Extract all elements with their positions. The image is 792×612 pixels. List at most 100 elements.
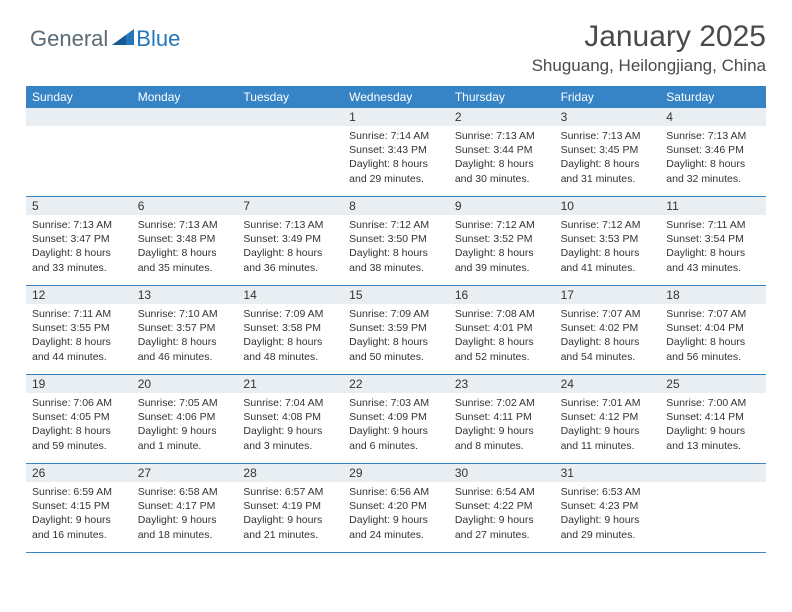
sunrise-text: Sunrise: 7:05 AM [138,396,232,410]
day-number: 13 [132,286,238,304]
day-number: 20 [132,375,238,393]
sunset-text: Sunset: 4:23 PM [561,499,655,513]
day-number [237,108,343,126]
daylight-text: Daylight: 9 hours and 21 minutes. [243,513,337,541]
day-cell: 19Sunrise: 7:06 AMSunset: 4:05 PMDayligh… [26,375,132,463]
daylight-text: Daylight: 8 hours and 30 minutes. [455,157,549,185]
day-details: Sunrise: 7:12 AMSunset: 3:50 PMDaylight:… [343,215,449,278]
week-row: 1Sunrise: 7:14 AMSunset: 3:43 PMDaylight… [26,108,766,197]
day-number: 25 [660,375,766,393]
daylight-text: Daylight: 8 hours and 54 minutes. [561,335,655,363]
sunrise-text: Sunrise: 7:10 AM [138,307,232,321]
sunrise-text: Sunrise: 7:04 AM [243,396,337,410]
sunrise-text: Sunrise: 7:13 AM [32,218,126,232]
daylight-text: Daylight: 9 hours and 24 minutes. [349,513,443,541]
sunset-text: Sunset: 4:19 PM [243,499,337,513]
day-cell: 16Sunrise: 7:08 AMSunset: 4:01 PMDayligh… [449,286,555,374]
sunset-text: Sunset: 3:55 PM [32,321,126,335]
sunrise-text: Sunrise: 7:02 AM [455,396,549,410]
day-cell: 24Sunrise: 7:01 AMSunset: 4:12 PMDayligh… [555,375,661,463]
logo-text-blue: Blue [136,26,180,52]
day-cell: 8Sunrise: 7:12 AMSunset: 3:50 PMDaylight… [343,197,449,285]
sunrise-text: Sunrise: 7:13 AM [455,129,549,143]
day-cell: 18Sunrise: 7:07 AMSunset: 4:04 PMDayligh… [660,286,766,374]
day-details: Sunrise: 7:00 AMSunset: 4:14 PMDaylight:… [660,393,766,456]
day-number: 27 [132,464,238,482]
day-details: Sunrise: 6:54 AMSunset: 4:22 PMDaylight:… [449,482,555,545]
day-details: Sunrise: 7:04 AMSunset: 4:08 PMDaylight:… [237,393,343,456]
daylight-text: Daylight: 9 hours and 1 minute. [138,424,232,452]
sunrise-text: Sunrise: 7:11 AM [666,218,760,232]
sunset-text: Sunset: 3:54 PM [666,232,760,246]
day-cell: 29Sunrise: 6:56 AMSunset: 4:20 PMDayligh… [343,464,449,552]
day-cell: 7Sunrise: 7:13 AMSunset: 3:49 PMDaylight… [237,197,343,285]
sunrise-text: Sunrise: 7:07 AM [561,307,655,321]
sunset-text: Sunset: 3:47 PM [32,232,126,246]
day-number: 3 [555,108,661,126]
daylight-text: Daylight: 9 hours and 11 minutes. [561,424,655,452]
day-header: Sunday [26,86,132,108]
daylight-text: Daylight: 9 hours and 27 minutes. [455,513,549,541]
day-details: Sunrise: 7:05 AMSunset: 4:06 PMDaylight:… [132,393,238,456]
day-cell: 27Sunrise: 6:58 AMSunset: 4:17 PMDayligh… [132,464,238,552]
day-details: Sunrise: 7:07 AMSunset: 4:04 PMDaylight:… [660,304,766,367]
day-cell: 12Sunrise: 7:11 AMSunset: 3:55 PMDayligh… [26,286,132,374]
day-cell: 3Sunrise: 7:13 AMSunset: 3:45 PMDaylight… [555,108,661,196]
day-details: Sunrise: 6:59 AMSunset: 4:15 PMDaylight:… [26,482,132,545]
daylight-text: Daylight: 9 hours and 18 minutes. [138,513,232,541]
daylight-text: Daylight: 9 hours and 29 minutes. [561,513,655,541]
sunrise-text: Sunrise: 7:07 AM [666,307,760,321]
daylight-text: Daylight: 8 hours and 52 minutes. [455,335,549,363]
day-number: 22 [343,375,449,393]
day-cell: 9Sunrise: 7:12 AMSunset: 3:52 PMDaylight… [449,197,555,285]
week-row: 26Sunrise: 6:59 AMSunset: 4:15 PMDayligh… [26,464,766,553]
sunrise-text: Sunrise: 7:13 AM [138,218,232,232]
sunset-text: Sunset: 4:06 PM [138,410,232,424]
sunrise-text: Sunrise: 7:11 AM [32,307,126,321]
day-number: 6 [132,197,238,215]
day-number: 7 [237,197,343,215]
sunrise-text: Sunrise: 6:57 AM [243,485,337,499]
day-number: 15 [343,286,449,304]
daylight-text: Daylight: 8 hours and 36 minutes. [243,246,337,274]
day-number: 21 [237,375,343,393]
daylight-text: Daylight: 8 hours and 43 minutes. [666,246,760,274]
day-number [132,108,238,126]
sunrise-text: Sunrise: 6:58 AM [138,485,232,499]
daylight-text: Daylight: 8 hours and 48 minutes. [243,335,337,363]
day-details: Sunrise: 7:14 AMSunset: 3:43 PMDaylight:… [343,126,449,189]
day-details: Sunrise: 6:57 AMSunset: 4:19 PMDaylight:… [237,482,343,545]
day-details: Sunrise: 7:01 AMSunset: 4:12 PMDaylight:… [555,393,661,456]
sunrise-text: Sunrise: 6:59 AM [32,485,126,499]
day-cell: 21Sunrise: 7:04 AMSunset: 4:08 PMDayligh… [237,375,343,463]
sunset-text: Sunset: 3:43 PM [349,143,443,157]
day-cell: 25Sunrise: 7:00 AMSunset: 4:14 PMDayligh… [660,375,766,463]
sunset-text: Sunset: 4:15 PM [32,499,126,513]
daylight-text: Daylight: 8 hours and 33 minutes. [32,246,126,274]
sunrise-text: Sunrise: 7:01 AM [561,396,655,410]
daylight-text: Daylight: 8 hours and 50 minutes. [349,335,443,363]
day-details: Sunrise: 6:53 AMSunset: 4:23 PMDaylight:… [555,482,661,545]
sunset-text: Sunset: 3:58 PM [243,321,337,335]
daylight-text: Daylight: 8 hours and 29 minutes. [349,157,443,185]
day-number: 29 [343,464,449,482]
day-number: 31 [555,464,661,482]
daylight-text: Daylight: 9 hours and 8 minutes. [455,424,549,452]
daylight-text: Daylight: 9 hours and 13 minutes. [666,424,760,452]
sunset-text: Sunset: 4:20 PM [349,499,443,513]
daylight-text: Daylight: 8 hours and 56 minutes. [666,335,760,363]
day-details: Sunrise: 7:03 AMSunset: 4:09 PMDaylight:… [343,393,449,456]
day-details: Sunrise: 7:13 AMSunset: 3:46 PMDaylight:… [660,126,766,189]
day-number: 16 [449,286,555,304]
sunset-text: Sunset: 3:49 PM [243,232,337,246]
sunset-text: Sunset: 4:05 PM [32,410,126,424]
sunrise-text: Sunrise: 7:12 AM [561,218,655,232]
daylight-text: Daylight: 8 hours and 46 minutes. [138,335,232,363]
week-row: 12Sunrise: 7:11 AMSunset: 3:55 PMDayligh… [26,286,766,375]
day-details: Sunrise: 7:13 AMSunset: 3:44 PMDaylight:… [449,126,555,189]
sunset-text: Sunset: 4:12 PM [561,410,655,424]
day-number: 4 [660,108,766,126]
day-cell: 1Sunrise: 7:14 AMSunset: 3:43 PMDaylight… [343,108,449,196]
day-cell: 10Sunrise: 7:12 AMSunset: 3:53 PMDayligh… [555,197,661,285]
sunrise-text: Sunrise: 7:00 AM [666,396,760,410]
